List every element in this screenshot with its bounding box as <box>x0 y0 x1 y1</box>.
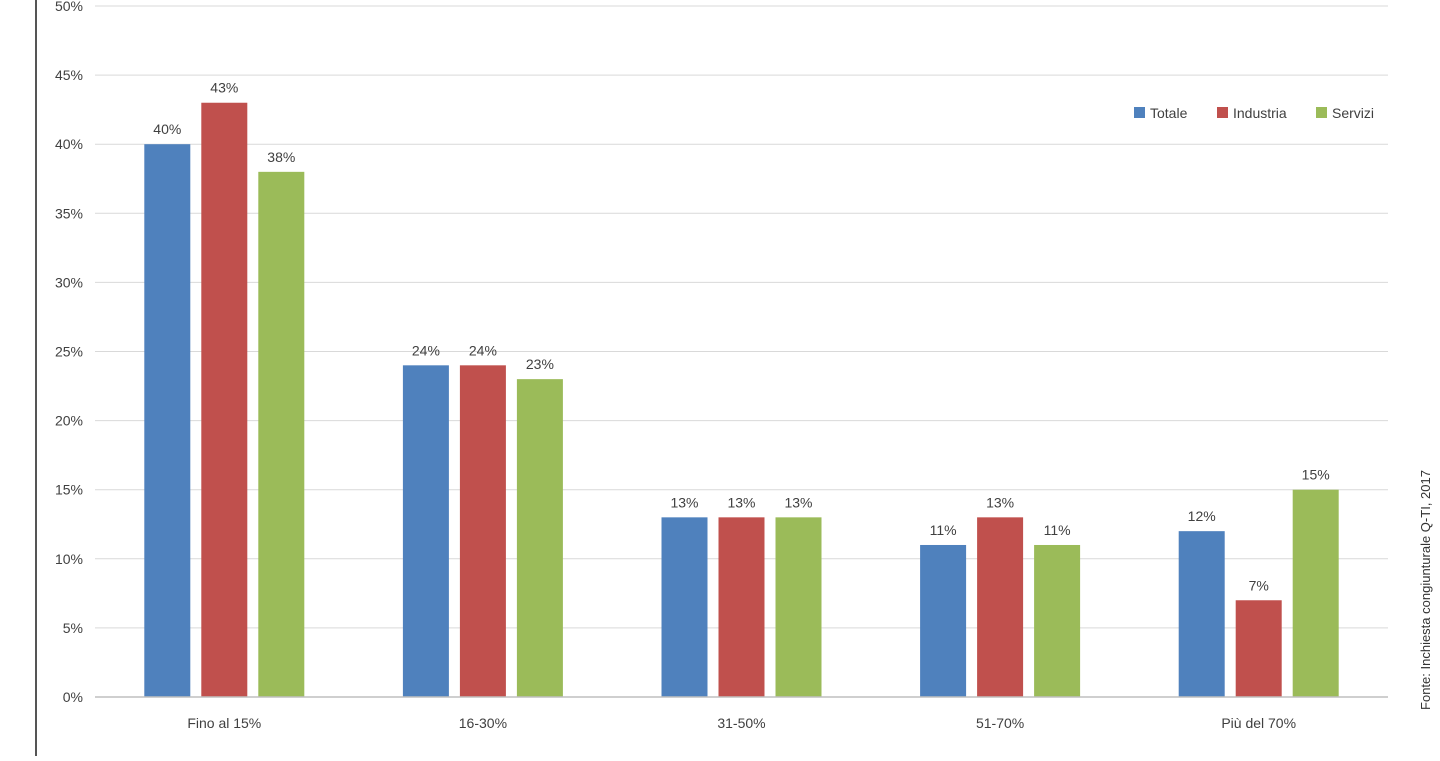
y-axis-ticks: 0% 5% 10% 15% 20% 25% 30% 35% 40% 45% 50% <box>55 0 83 705</box>
bar-servizi <box>775 517 822 697</box>
data-label: 11% <box>930 522 957 538</box>
y-tick-label: 20% <box>55 413 83 429</box>
legend-swatch-industria <box>1217 107 1228 118</box>
data-label: 11% <box>1044 522 1071 538</box>
bars <box>144 102 1339 698</box>
y-tick-label: 40% <box>55 136 83 152</box>
data-label: 23% <box>526 356 554 372</box>
y-tick-label: 35% <box>55 205 83 221</box>
legend-label-industria: Industria <box>1233 105 1287 121</box>
data-label: 12% <box>1188 508 1216 524</box>
data-label: 15% <box>1302 467 1330 483</box>
bar-servizi <box>516 379 563 697</box>
y-tick-label: 10% <box>55 551 83 567</box>
bar-industria <box>718 517 765 697</box>
x-axis-ticks: Fino al 15% 16-30% 31-50% 51-70% Più del 70% <box>187 715 1296 731</box>
legend-swatch-totale <box>1134 107 1145 118</box>
legend-swatch-servizi <box>1316 107 1327 118</box>
y-tick-label: 50% <box>55 0 83 14</box>
source-note: Fonte: Inchiesta congiunturale Q-TI, 201… <box>1418 470 1433 710</box>
data-label: 40% <box>153 121 181 137</box>
bar-totale <box>661 517 708 697</box>
bar-totale <box>1178 531 1225 697</box>
y-tick-label: 0% <box>63 689 83 705</box>
bar-totale <box>144 144 191 697</box>
data-label: 13% <box>784 494 812 510</box>
x-tick-label: 16-30% <box>459 715 507 731</box>
bar-industria <box>1235 600 1282 697</box>
data-label: 38% <box>267 149 295 165</box>
gridlines <box>95 5 1388 629</box>
legend-label-totale: Totale <box>1150 105 1188 121</box>
data-label: 43% <box>210 80 238 96</box>
bar-servizi <box>1292 489 1339 697</box>
data-label: 13% <box>670 494 698 510</box>
data-label: 24% <box>469 342 497 358</box>
y-tick-label: 25% <box>55 344 83 360</box>
bar-industria <box>977 517 1024 697</box>
legend-label-servizi: Servizi <box>1332 105 1374 121</box>
y-tick-label: 30% <box>55 274 83 290</box>
bar-servizi <box>258 171 305 698</box>
x-tick-label: Più del 70% <box>1221 715 1296 731</box>
data-label: 13% <box>986 494 1014 510</box>
data-label: 7% <box>1249 577 1269 593</box>
x-tick-label: 51-70% <box>976 715 1024 731</box>
data-label: 24% <box>412 342 440 358</box>
bar-totale <box>402 365 449 697</box>
x-tick-label: Fino al 15% <box>187 715 261 731</box>
data-label: 13% <box>727 494 755 510</box>
data-labels: 40% 43% 38% 24% 24% 23% 13% 13% 13% 11% 13% 11% 12% 7… <box>153 80 1329 594</box>
y-tick-label: 45% <box>55 67 83 83</box>
y-tick-label: 15% <box>55 482 83 498</box>
bar-industria <box>201 102 248 698</box>
bar-servizi <box>1034 544 1081 697</box>
y-tick-label: 5% <box>63 620 83 636</box>
bar-industria <box>459 365 506 697</box>
x-tick-label: 31-50% <box>717 715 765 731</box>
bar-totale <box>920 544 967 697</box>
legend: Totale Industria Servizi <box>1134 105 1374 121</box>
